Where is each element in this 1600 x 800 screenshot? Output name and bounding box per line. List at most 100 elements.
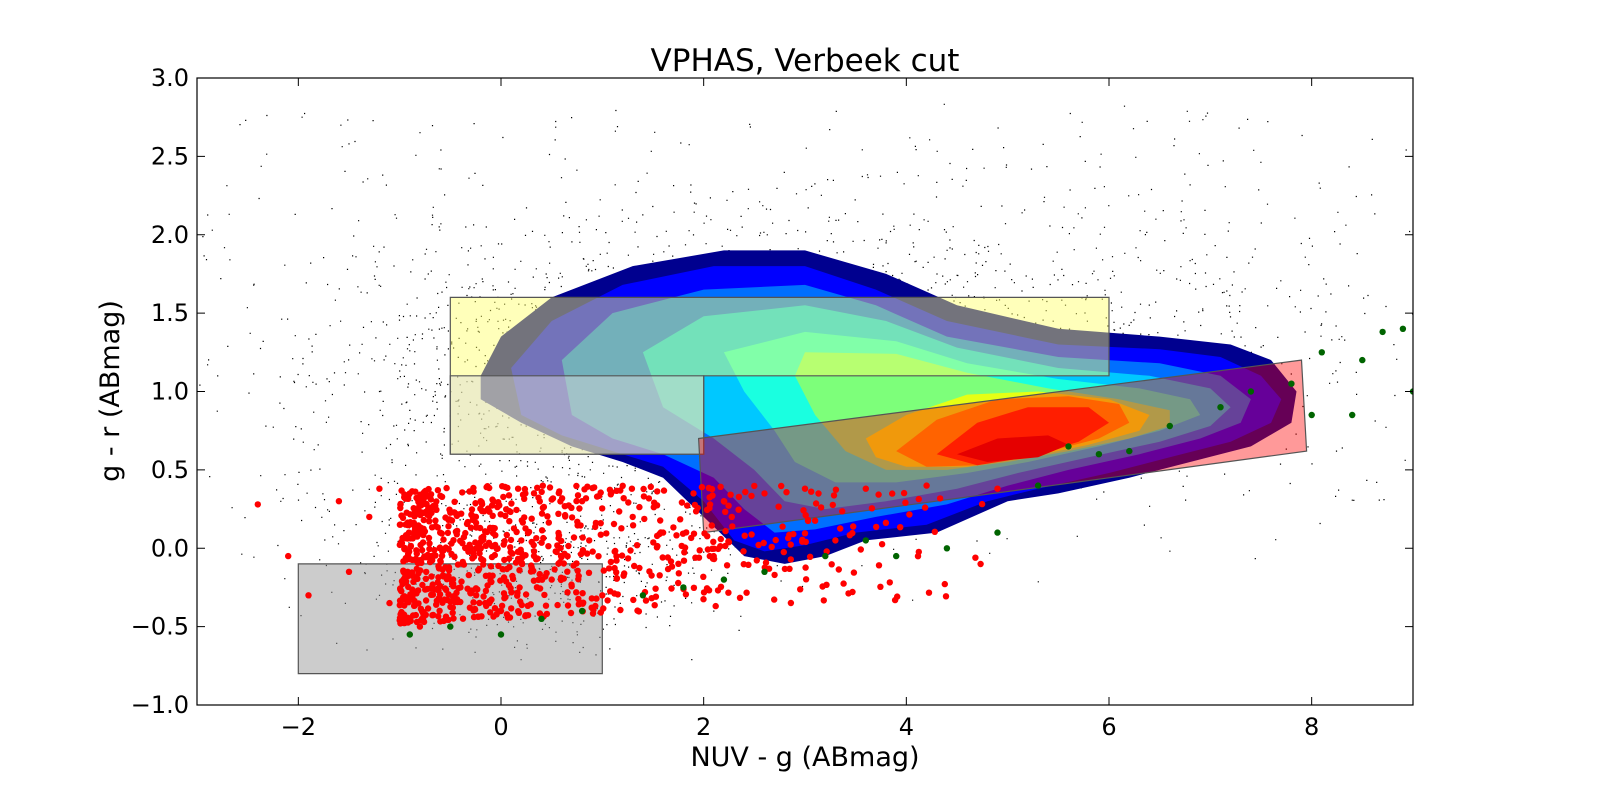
data-point [586,537,593,544]
data-point [399,514,407,522]
data-point [507,584,514,592]
data-point [470,484,477,492]
data-point [538,510,546,517]
data-point [875,562,883,569]
data-point [406,594,413,602]
data-point [616,508,623,515]
data-point [829,501,836,509]
data-point [407,519,414,526]
data-point [850,523,857,530]
data-point [506,518,513,525]
data-point [501,556,508,564]
data-point [414,559,422,567]
data-point [450,580,457,587]
data-point [541,591,548,599]
data-point [621,570,628,577]
data-point [345,568,353,575]
data-point [491,605,499,612]
data-point [418,608,426,615]
y-tick-label: −0.5 [131,613,189,641]
data-point [427,496,435,503]
data-point [915,495,922,503]
data-point [561,503,568,510]
data-point [486,484,493,492]
data-point [668,585,675,592]
data-point [787,556,794,563]
data-point [613,569,620,576]
data-point [568,583,575,590]
data-point [780,548,787,556]
data-point [670,524,677,531]
data-point [396,597,404,604]
data-point [502,578,510,585]
data-point [654,542,661,550]
data-point [453,512,461,520]
data-point [617,606,624,614]
data-point [451,553,458,561]
data-point [680,557,688,564]
data-point [446,506,453,513]
data-point [489,496,496,503]
data-point [897,524,904,531]
data-point [285,552,292,560]
data-point [862,485,869,492]
selection-region-2 [697,359,1308,534]
data-point [497,631,505,638]
data-point [878,541,886,548]
data-point [690,584,698,591]
y-tick-label: 0.5 [151,456,189,484]
data-point [422,597,430,604]
data-point [557,544,564,552]
data-point [451,498,458,505]
data-point [505,555,513,562]
data-point [495,499,502,506]
data-point [760,539,767,547]
data-point [376,485,383,492]
data-point [506,564,513,571]
data-point [576,505,583,512]
data-point [779,523,786,530]
data-point [524,602,531,609]
data-point [509,572,516,580]
data-point [882,519,890,526]
data-point [696,547,703,554]
data-point [557,498,564,505]
data-point [464,518,471,526]
data-point [409,556,416,564]
x-tick-label: −2 [281,713,316,741]
x-axis: −2 0 2 4 6 8 [281,78,1319,741]
data-point [401,602,408,609]
data-point [830,492,838,499]
data-point [640,493,648,500]
data-point [740,548,747,555]
data-point [657,517,664,524]
data-point [441,585,449,592]
data-point [426,540,433,547]
data-point [891,596,899,604]
data-point [797,586,804,593]
data-point [398,610,406,617]
data-point [507,548,514,556]
data-point [402,573,409,580]
data-point [613,557,620,564]
data-point [815,490,822,497]
data-point [748,492,755,500]
data-point [561,511,569,519]
data-point [781,565,789,573]
data-point [557,574,565,581]
data-point [420,516,427,524]
data-point [783,489,790,496]
data-point [449,604,456,611]
data-point [488,553,496,561]
data-point [502,593,509,601]
data-point [708,485,716,493]
data-point [410,578,417,585]
data-point [467,524,475,531]
data-point [535,576,542,583]
data-point [473,592,480,599]
data-point [516,567,523,574]
data-point [675,570,682,577]
data-point [449,609,456,616]
data-point [849,529,856,537]
y-axis-label: g - r (ABmag) [95,300,126,482]
